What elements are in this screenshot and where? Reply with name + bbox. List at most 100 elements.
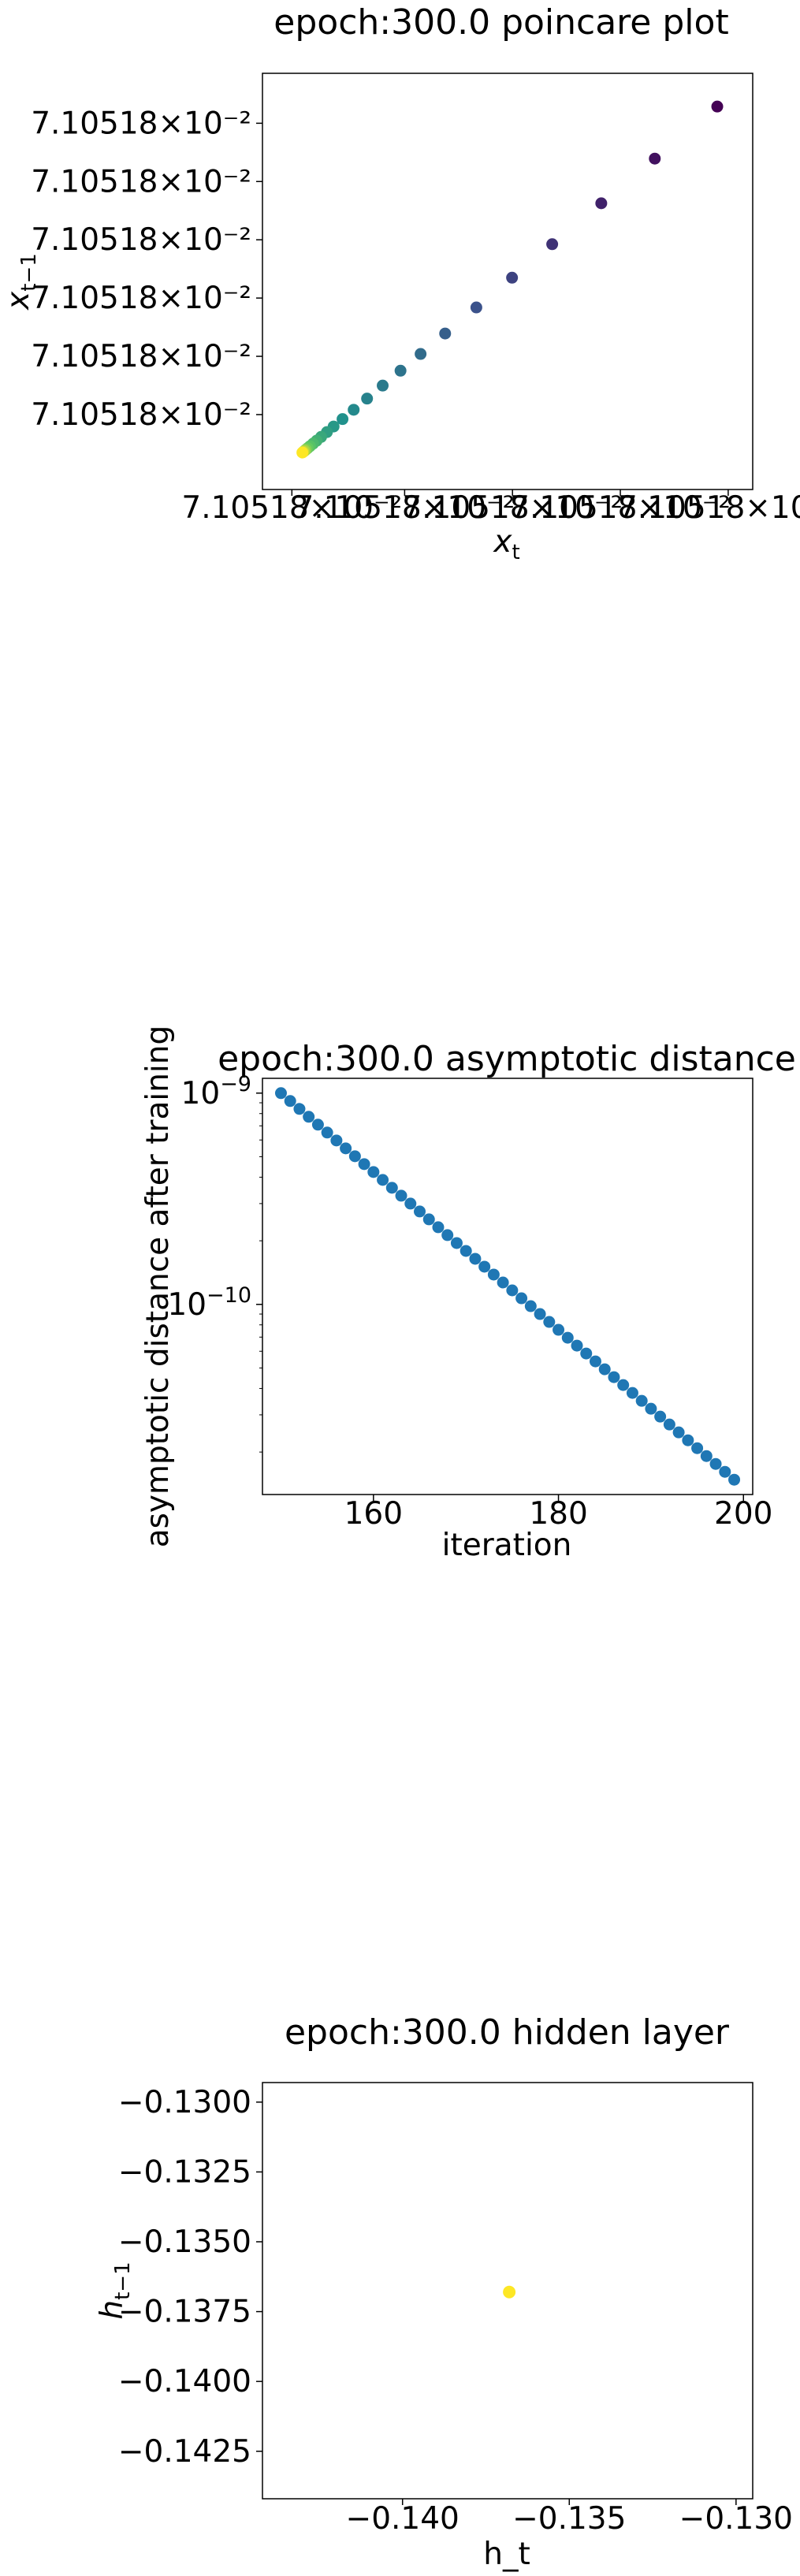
poincare-y-tick-label: 7.10518×10⁻² — [31, 281, 251, 316]
asymptotic-point — [478, 1260, 491, 1273]
asymptotic-point — [663, 1418, 675, 1431]
asymptotic-point — [303, 1111, 315, 1123]
asymptotic-point — [487, 1268, 500, 1281]
asymptotic-x-tick-label: 160 — [344, 1496, 403, 1532]
asymptotic-point — [385, 1182, 398, 1194]
asymptotic-y-tick-label: 10−10 — [167, 1283, 251, 1323]
asymptotic-point — [422, 1213, 435, 1226]
poincare-point — [296, 446, 309, 459]
asymptotic-point — [700, 1450, 713, 1462]
poincare-point — [361, 393, 374, 405]
asymptotic-point — [682, 1434, 694, 1446]
asymptotic-point — [367, 1166, 380, 1178]
hidden-x-tick-label: −0.140 — [346, 2501, 460, 2537]
hidden-axes-frame — [262, 2082, 753, 2500]
hidden-y-tick-label: −0.1350 — [118, 2224, 251, 2260]
hidden-y-label: ht−1 — [95, 2261, 135, 2319]
poincare-point — [546, 238, 559, 251]
asymptotic-point — [709, 1457, 722, 1470]
poincare-point — [377, 379, 389, 392]
hidden-y-tick-label: −0.1300 — [118, 2085, 251, 2120]
asymptotic-point — [358, 1158, 370, 1171]
poincare-point — [506, 271, 519, 284]
asymptotic-point — [460, 1245, 472, 1257]
poincare-chart: epoch:300.0 poincare plot 7.10518×10⁻²7.… — [1, 2, 800, 564]
asymptotic-point — [497, 1276, 509, 1289]
poincare-point — [649, 152, 661, 165]
poincare-x-label: xt — [492, 524, 519, 564]
poincare-point — [415, 348, 427, 360]
asymptotic-point — [719, 1465, 731, 1478]
hidden-points — [503, 2285, 516, 2299]
poincare-points — [296, 100, 724, 459]
asymptotic-point — [524, 1300, 537, 1312]
asymptotic-point — [654, 1410, 667, 1423]
asymptotic-point — [645, 1402, 657, 1415]
poincare-point — [394, 364, 407, 377]
hidden-y-tick-label: −0.1425 — [118, 2434, 251, 2470]
asymptotic-point — [377, 1174, 389, 1186]
asymptotic-point — [691, 1442, 704, 1454]
poincare-title: epoch:300.0 poincare plot — [273, 2, 728, 43]
asymptotic-points — [274, 1087, 741, 1486]
poincare-x-tick-label: 7.10518×10⁻² — [294, 490, 515, 526]
asymptotic-point — [284, 1095, 296, 1107]
hidden-point — [503, 2285, 516, 2299]
asymptotic-point — [728, 1473, 741, 1486]
asymptotic-point — [561, 1331, 574, 1344]
hidden-y-tick-label: −0.1325 — [118, 2154, 251, 2190]
hidden-x-label: h_t — [483, 2537, 530, 2572]
asymptotic-point — [515, 1292, 528, 1305]
poincare-y-ticks: 7.10518×10⁻² 7.10518×10⁻² 7.10518×10⁻² 7.10… — [31, 106, 262, 433]
asymptotic-point — [626, 1387, 638, 1399]
hidden-y-tick-label: −0.1375 — [118, 2295, 251, 2330]
asymptotic-point — [432, 1221, 445, 1234]
poincare-x-tick-label: 7.10518×10⁻² — [510, 490, 731, 526]
asymptotic-point — [450, 1237, 463, 1249]
asymptotic-point — [589, 1355, 601, 1368]
asymptotic-point — [543, 1316, 556, 1328]
asymptotic-y-ticks: 10−9 10−10 — [167, 1072, 262, 1453]
asymptotic-point — [506, 1284, 519, 1297]
asymptotic-point — [321, 1126, 333, 1139]
asymptotic-title: epoch:300.0 asymptotic distance — [218, 1039, 796, 1079]
asymptotic-point — [580, 1347, 593, 1360]
asymptotic-chart: epoch:300.0 asymptotic distance 160 180 20… — [140, 1026, 796, 1563]
asymptotic-point — [635, 1394, 648, 1407]
poincare-y-tick-label: 7.10518×10⁻² — [31, 222, 251, 258]
asymptotic-point — [414, 1205, 426, 1218]
asymptotic-point — [348, 1150, 361, 1163]
asymptotic-point — [469, 1253, 482, 1265]
asymptotic-x-tick-label: 200 — [714, 1496, 772, 1532]
poincare-axes-frame — [262, 73, 753, 490]
asymptotic-point — [340, 1142, 352, 1155]
poincare-point — [439, 327, 452, 340]
poincare-point — [470, 301, 482, 314]
asymptotic-point — [293, 1103, 306, 1115]
asymptotic-point — [274, 1087, 287, 1100]
asymptotic-point — [441, 1229, 454, 1241]
hidden-y-tick-label: −0.1400 — [118, 2364, 251, 2399]
asymptotic-point — [571, 1339, 583, 1352]
poincare-point — [595, 197, 608, 210]
poincare-y-tick-label: 7.10518×10⁻² — [31, 397, 251, 433]
asymptotic-x-label: iteration — [442, 1528, 572, 1563]
poincare-point — [711, 100, 724, 113]
asymptotic-point — [534, 1308, 546, 1320]
asymptotic-axes-frame — [262, 1078, 753, 1495]
asymptotic-point — [311, 1119, 324, 1131]
poincare-y-tick-label: 7.10518×10⁻² — [31, 164, 251, 199]
poincare-point — [348, 404, 360, 416]
poincare-x-tick-label: 7.10518×10⁻² — [402, 490, 623, 526]
hidden-y-ticks: −0.1300 −0.1325 −0.1350 −0.1375 −0.1400 −0.14… — [118, 2085, 262, 2470]
hidden-x-tick-label: −0.135 — [512, 2501, 626, 2537]
asymptotic-point — [553, 1323, 565, 1336]
asymptotic-x-ticks: 160 180 200 — [344, 1495, 772, 1532]
asymptotic-y-tick-label: 10−9 — [181, 1072, 251, 1111]
poincare-y-label: xt−1 — [1, 253, 41, 311]
poincare-x-tick-label: 7.10518×10⁻² — [181, 490, 402, 526]
asymptotic-y-label: asymptotic distance after training — [140, 1026, 176, 1548]
asymptotic-point — [330, 1134, 343, 1147]
hidden-layer-chart: epoch:300.0 hidden layer −0.140 −0.135 −0.… — [95, 2012, 793, 2572]
